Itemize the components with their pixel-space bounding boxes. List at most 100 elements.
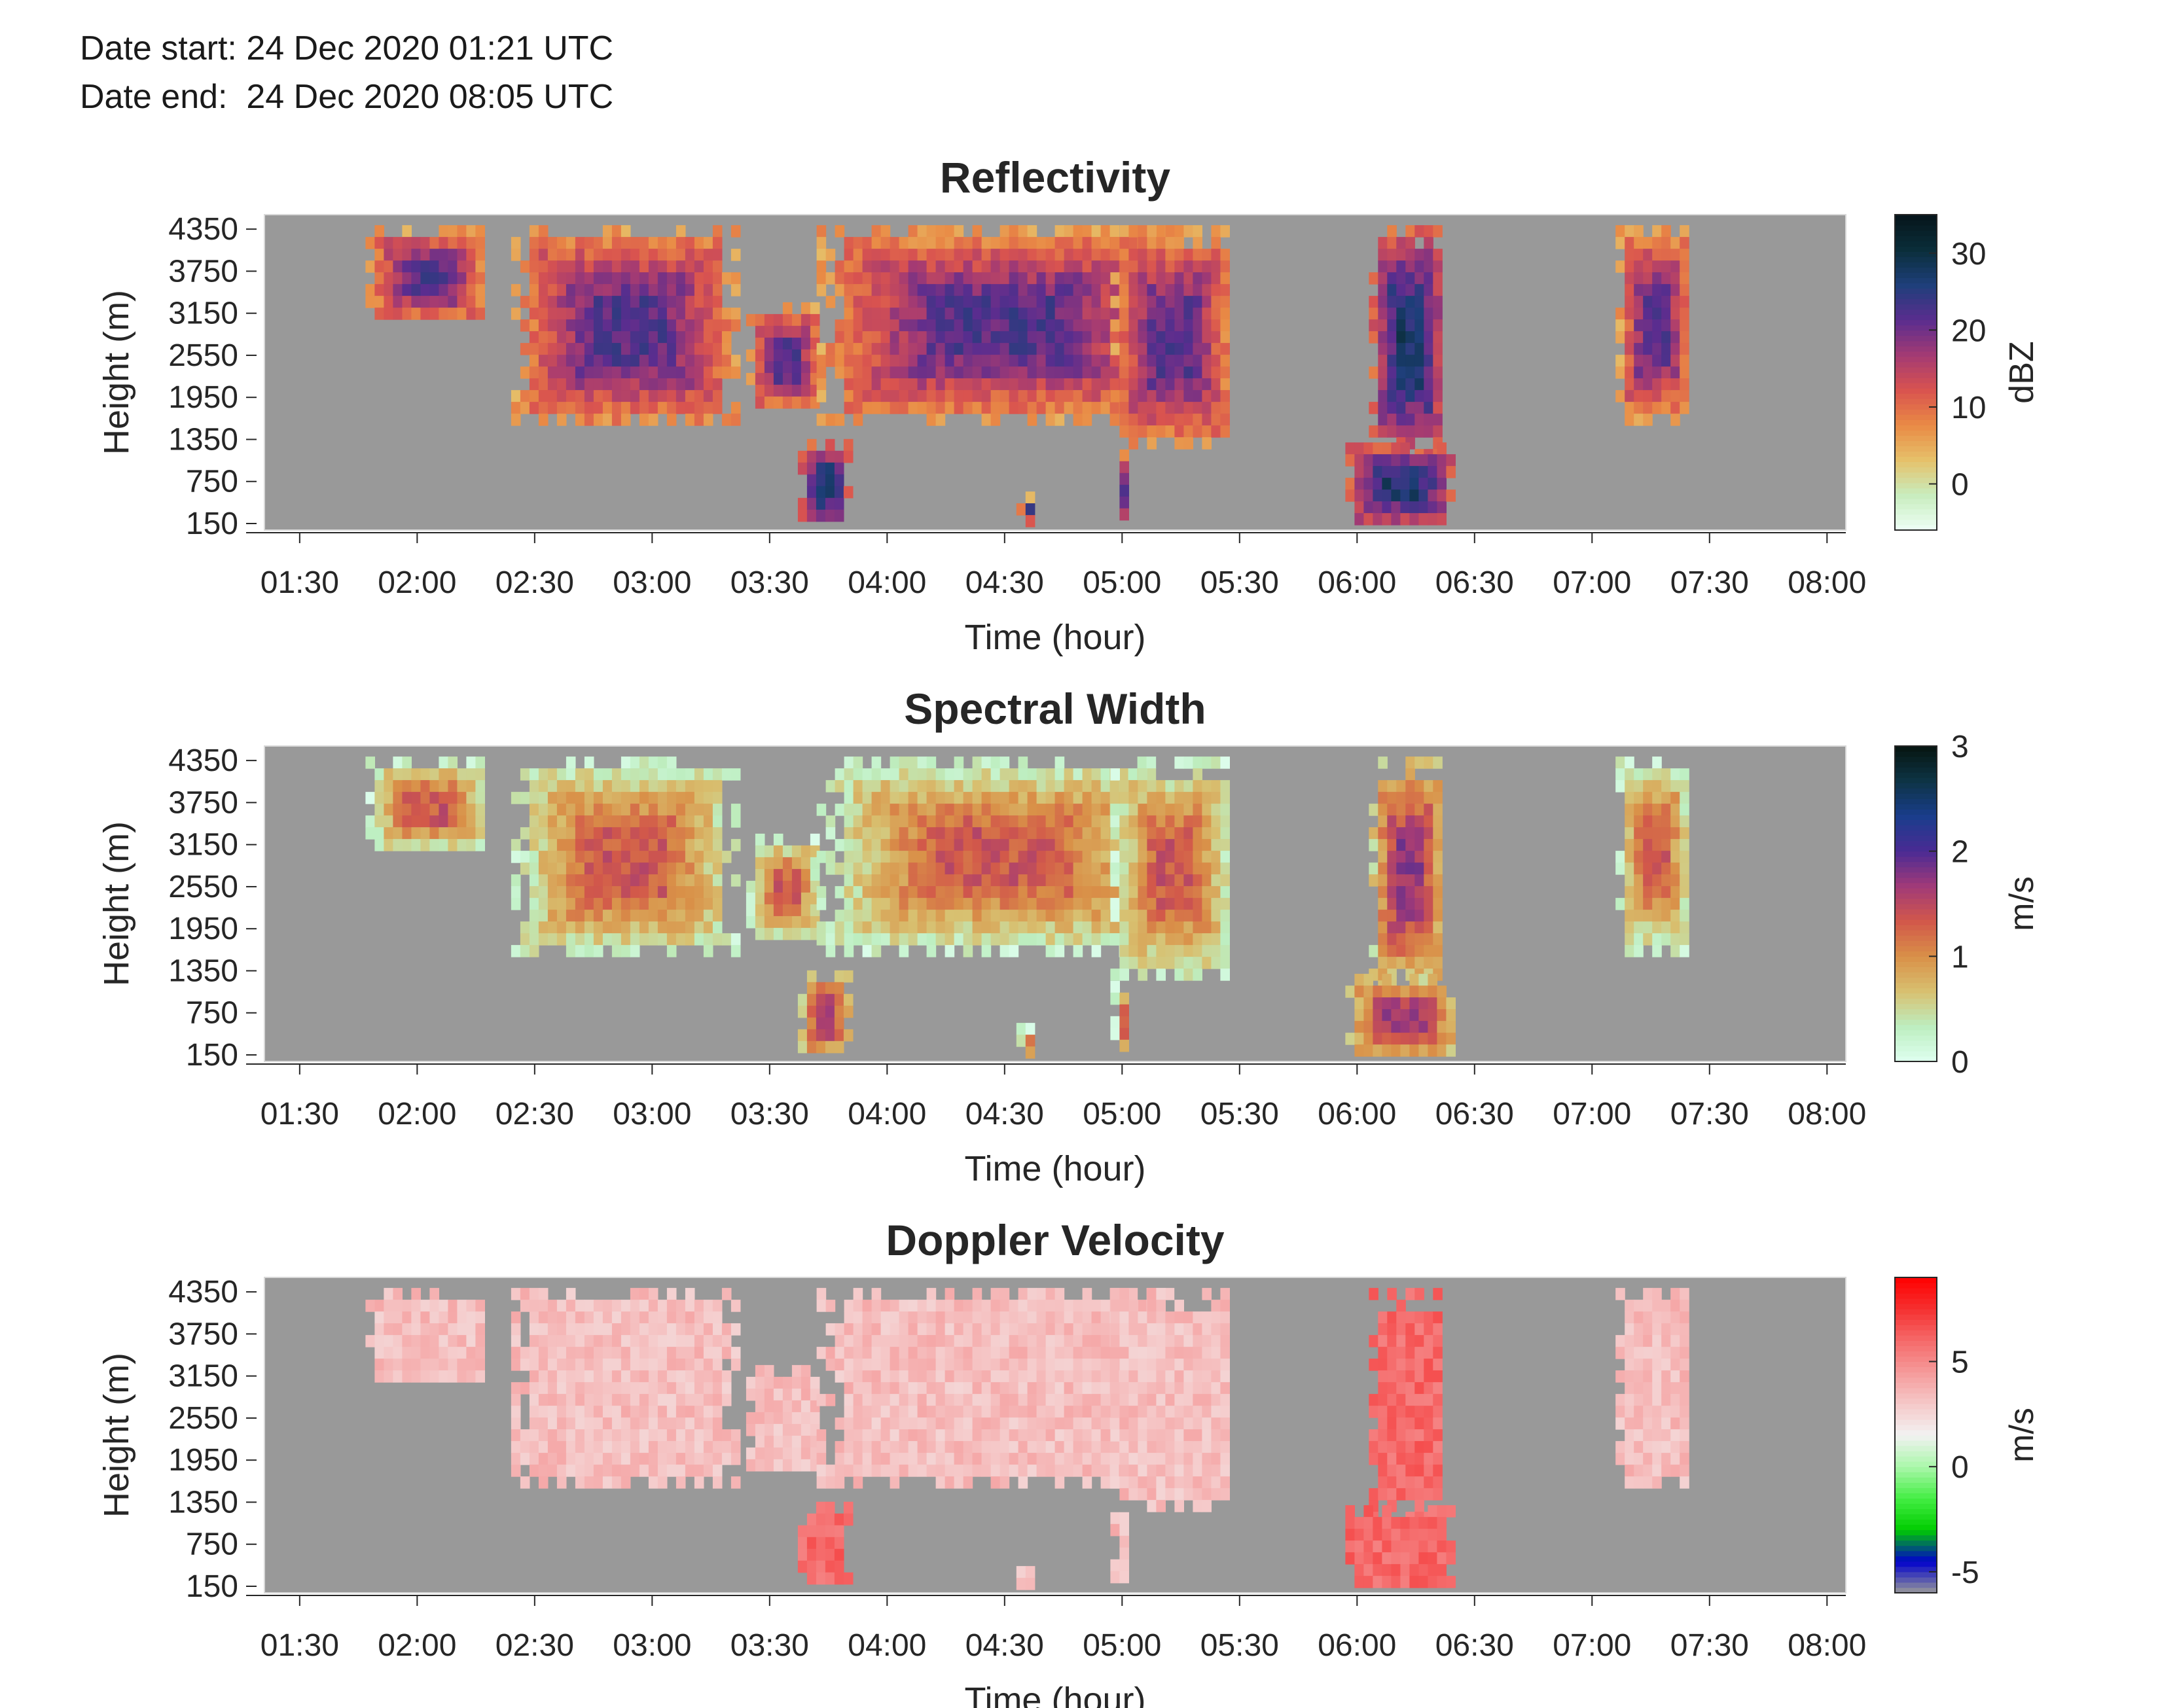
heatmap-cell — [825, 1029, 835, 1042]
heatmap-cell — [935, 1429, 946, 1442]
heatmap-cell — [908, 1359, 918, 1371]
heatmap-cell — [1387, 874, 1397, 887]
heatmap-cell — [1147, 1453, 1157, 1465]
heatmap-cell — [999, 1441, 1010, 1453]
heatmap-cell — [972, 366, 982, 379]
heatmap-cell — [1193, 402, 1202, 414]
heatmap-cell — [1661, 284, 1671, 296]
x-tick-label: 04:00 — [848, 1097, 926, 1131]
heatmap-cell — [429, 792, 439, 804]
heatmap-cell — [880, 1406, 891, 1418]
heatmap-cell — [972, 284, 982, 296]
heatmap-cell — [1424, 874, 1433, 887]
heatmap-cell — [972, 1394, 982, 1406]
heatmap-cell — [773, 845, 783, 858]
heatmap-cell — [1091, 792, 1102, 804]
heatmap-cell — [981, 792, 992, 804]
heatmap-cell — [466, 1347, 476, 1359]
heatmap-cell — [703, 768, 713, 781]
heatmap-cell — [1073, 378, 1083, 391]
heatmap-cell — [1202, 1394, 1212, 1406]
heatmap-cell — [1183, 1441, 1193, 1453]
heatmap-cell — [899, 1311, 909, 1324]
heatmap-cell — [1387, 815, 1397, 828]
heatmap-cell — [1382, 1021, 1392, 1033]
heatmap-cell — [584, 296, 594, 308]
heatmap-cell — [954, 780, 964, 792]
heatmap-cell — [1396, 804, 1406, 816]
heatmap-cell — [917, 308, 927, 320]
heatmap-cell — [721, 366, 732, 379]
heatmap-cell — [584, 378, 594, 391]
heatmap-cell — [712, 1441, 723, 1453]
heatmap-cell — [1183, 1323, 1193, 1336]
heatmap-cell — [712, 1382, 723, 1395]
heatmap-cell — [926, 768, 937, 781]
heatmap-cell — [511, 1359, 521, 1371]
heatmap-cell — [1174, 378, 1184, 391]
heatmap-cell — [1211, 319, 1221, 332]
heatmap-cell — [1165, 1429, 1175, 1442]
heatmap-cell — [529, 1382, 539, 1395]
heatmap-cell — [1091, 1417, 1102, 1430]
heatmap-cell — [834, 509, 844, 522]
heatmap-cell — [547, 910, 558, 922]
heatmap-cell — [593, 1359, 603, 1371]
heatmap-cell — [1373, 489, 1382, 502]
heatmap-cell — [908, 815, 918, 828]
heatmap-cell — [1202, 1429, 1212, 1442]
heatmap-cell — [1428, 1009, 1437, 1022]
heatmap-cell — [621, 414, 631, 426]
heatmap-cell — [566, 1465, 576, 1477]
heatmap-cell — [945, 792, 955, 804]
heatmap-cell — [1009, 1429, 1019, 1442]
heatmap-cell — [648, 1370, 658, 1383]
heatmap-cell — [1165, 957, 1175, 969]
heatmap-cell — [1128, 237, 1138, 249]
heatmap-cell — [1373, 513, 1382, 525]
heatmap-cell — [880, 1417, 891, 1430]
heatmap-cell — [773, 892, 783, 905]
heatmap-cell — [981, 331, 992, 344]
heatmap-cell — [1054, 1311, 1065, 1324]
heatmap-cell — [816, 272, 827, 285]
heatmap-cell — [908, 355, 918, 367]
heatmap-cell — [1064, 768, 1074, 781]
heatmap-cell — [1027, 1311, 1037, 1324]
heatmap-cell — [1174, 1500, 1184, 1512]
heatmap-cell — [1378, 343, 1388, 355]
heatmap-cell — [611, 1335, 622, 1347]
heatmap-cell — [1128, 284, 1138, 296]
heatmap-cell — [475, 284, 485, 296]
heatmap-cell — [835, 284, 845, 296]
heatmap-cell — [972, 815, 982, 828]
heatmap-cell — [1110, 390, 1120, 402]
heatmap-cell — [1652, 319, 1662, 332]
heatmap-cell — [1018, 1288, 1028, 1300]
heatmap-cell — [1424, 237, 1433, 249]
heatmap-cell — [1220, 249, 1230, 261]
heatmap-cell — [547, 933, 558, 946]
heatmap-cell — [593, 1453, 603, 1465]
heatmap-cell — [639, 886, 649, 898]
heatmap-cell — [1147, 225, 1157, 238]
heatmap-cell — [529, 933, 539, 946]
heatmap-cell — [1138, 1476, 1147, 1489]
heatmap-cell — [890, 1406, 900, 1418]
heatmap-cell — [862, 284, 873, 296]
heatmap-cell — [475, 272, 485, 285]
colorbar-segment — [1895, 430, 1937, 436]
heatmap-cell — [666, 390, 677, 402]
heatmap-cell — [712, 1465, 723, 1477]
heatmap-cell — [926, 355, 937, 367]
heatmap-cell — [529, 768, 539, 781]
heatmap-cell — [1082, 921, 1092, 934]
heatmap-cell — [1409, 501, 1419, 514]
heatmap-cell — [871, 1323, 882, 1336]
heatmap-cell — [926, 886, 937, 898]
heatmap-cell — [1211, 756, 1221, 769]
heatmap-cell — [899, 378, 909, 391]
heatmap-cell — [384, 1335, 393, 1347]
heatmap-cell — [420, 815, 430, 828]
heatmap-cell — [393, 1323, 403, 1336]
